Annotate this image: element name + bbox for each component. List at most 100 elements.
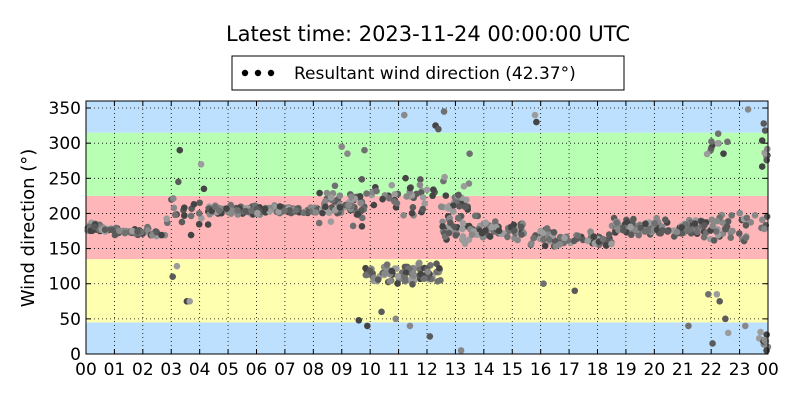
data-point: [662, 216, 669, 224]
data-point: [439, 218, 446, 226]
data-point: [574, 232, 582, 240]
data-point: [439, 223, 446, 230]
data-point: [417, 176, 424, 183]
data-point: [391, 190, 399, 198]
data-point: [605, 231, 613, 238]
data-point: [727, 229, 735, 236]
data-point: [659, 227, 666, 234]
data-point: [700, 222, 708, 229]
data-point: [198, 214, 205, 222]
data-point: [514, 236, 521, 244]
data-point: [644, 227, 652, 235]
legend-marker: [254, 69, 262, 77]
data-point: [584, 237, 592, 245]
data-point: [383, 261, 391, 268]
data-point: [724, 329, 732, 337]
data-point: [763, 156, 771, 164]
data-point: [709, 340, 716, 347]
data-point: [101, 226, 109, 233]
x-tick-label: 17: [558, 360, 580, 380]
data-point: [437, 203, 445, 211]
data-point: [336, 192, 344, 199]
data-point: [716, 297, 723, 305]
data-point: [121, 229, 129, 237]
data-point: [530, 234, 537, 242]
data-point: [338, 143, 346, 150]
data-point: [312, 209, 320, 216]
data-point: [459, 220, 467, 227]
data-point: [709, 222, 717, 230]
data-point: [635, 231, 643, 239]
data-point: [242, 208, 250, 215]
data-point: [415, 259, 423, 267]
data-point: [736, 209, 744, 217]
data-point: [169, 195, 177, 202]
data-point: [455, 191, 462, 199]
data-point: [416, 181, 424, 189]
data-point: [642, 220, 649, 228]
data-point: [531, 111, 539, 119]
data-point: [357, 199, 364, 207]
data-point: [455, 202, 463, 210]
data-point: [379, 195, 386, 203]
data-point: [460, 183, 468, 190]
data-point: [550, 229, 558, 236]
data-point: [700, 233, 708, 241]
data-point: [445, 229, 453, 237]
data-point: [713, 290, 721, 298]
data-point: [445, 205, 452, 212]
data-point: [471, 212, 479, 220]
data-point: [720, 150, 727, 157]
data-point: [758, 137, 766, 144]
data-point: [319, 209, 326, 217]
legend-marker: [241, 69, 249, 77]
data-point: [724, 138, 731, 146]
data-point: [363, 190, 370, 197]
data-point: [528, 240, 535, 247]
x-tick-label: 14: [473, 360, 495, 380]
data-point: [385, 195, 393, 202]
data-point: [486, 233, 494, 240]
data-point: [587, 228, 594, 235]
data-point: [459, 225, 466, 233]
data-point: [374, 276, 382, 283]
data-point: [347, 193, 355, 200]
chart-title: Latest time: 2023-11-24 00:00:00 UTC: [226, 22, 630, 46]
x-tick-label: 00: [757, 360, 779, 380]
data-point: [758, 216, 766, 224]
data-point: [322, 203, 329, 211]
data-point: [710, 237, 718, 244]
data-point: [409, 204, 417, 211]
data-point: [349, 222, 357, 230]
y-tick-label: 300: [49, 134, 81, 154]
data-point: [286, 207, 293, 214]
data-point: [473, 231, 480, 239]
data-point: [223, 205, 230, 212]
data-point: [423, 186, 431, 194]
data-point: [761, 225, 768, 233]
data-point: [409, 269, 417, 277]
data-point: [248, 207, 255, 215]
x-tick-label: 02: [132, 360, 154, 380]
data-point: [91, 223, 98, 231]
data-point: [254, 209, 261, 217]
x-tick-label: 09: [331, 360, 353, 380]
y-tick-label: 50: [59, 310, 81, 330]
data-point: [171, 211, 179, 219]
data-point: [539, 229, 547, 237]
direction-band: [86, 101, 768, 133]
data-point: [173, 262, 181, 270]
data-point: [457, 347, 465, 354]
data-point: [685, 322, 692, 330]
data-point: [518, 223, 525, 231]
data-point: [724, 218, 732, 225]
data-point: [388, 181, 396, 189]
data-point: [684, 227, 691, 235]
data-point: [381, 270, 388, 277]
data-point: [134, 228, 141, 235]
data-point: [442, 192, 450, 199]
data-point: [181, 204, 188, 211]
data-point: [327, 194, 335, 201]
data-point: [361, 146, 368, 154]
data-point: [714, 140, 722, 147]
